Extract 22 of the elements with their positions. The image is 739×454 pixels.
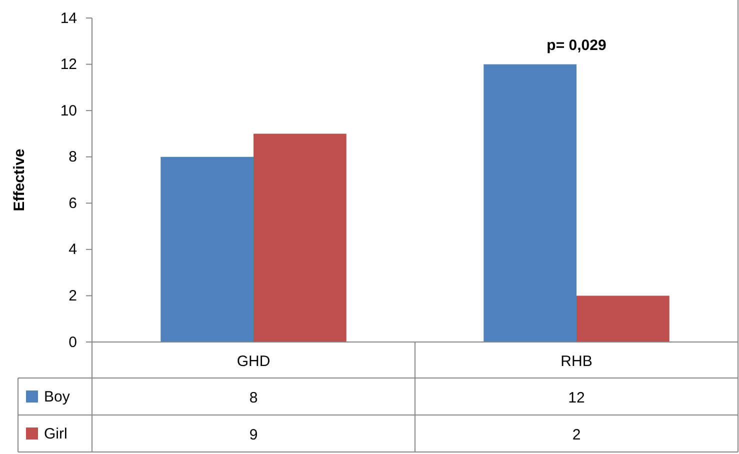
bar [576, 296, 670, 342]
bar [484, 64, 576, 342]
legend-label: Boy [44, 388, 70, 406]
y-tick-label: 10 [60, 102, 77, 120]
y-tick-label: 14 [60, 10, 77, 27]
data-label: 2 [572, 426, 581, 444]
data-label: 12 [568, 390, 585, 406]
y-tick-label: 8 [68, 148, 77, 166]
y-tick-label: 12 [60, 56, 77, 74]
y-tick-label: 4 [68, 241, 77, 258]
bar [160, 156, 254, 342]
y-tick-label: 6 [68, 194, 77, 212]
x-tick-label: GHD [236, 353, 270, 370]
x-tick-label: RHB [560, 353, 592, 370]
data-label: 9 [249, 426, 258, 444]
annotation: p= 0,029 [546, 37, 606, 54]
legend-label: Girl [44, 426, 68, 442]
y-tick-label: 0 [68, 334, 77, 351]
y-tick-label: 2 [68, 288, 77, 305]
data-label: 8 [249, 390, 258, 406]
bar [254, 134, 346, 342]
y-axis-title: Effective [11, 148, 28, 212]
